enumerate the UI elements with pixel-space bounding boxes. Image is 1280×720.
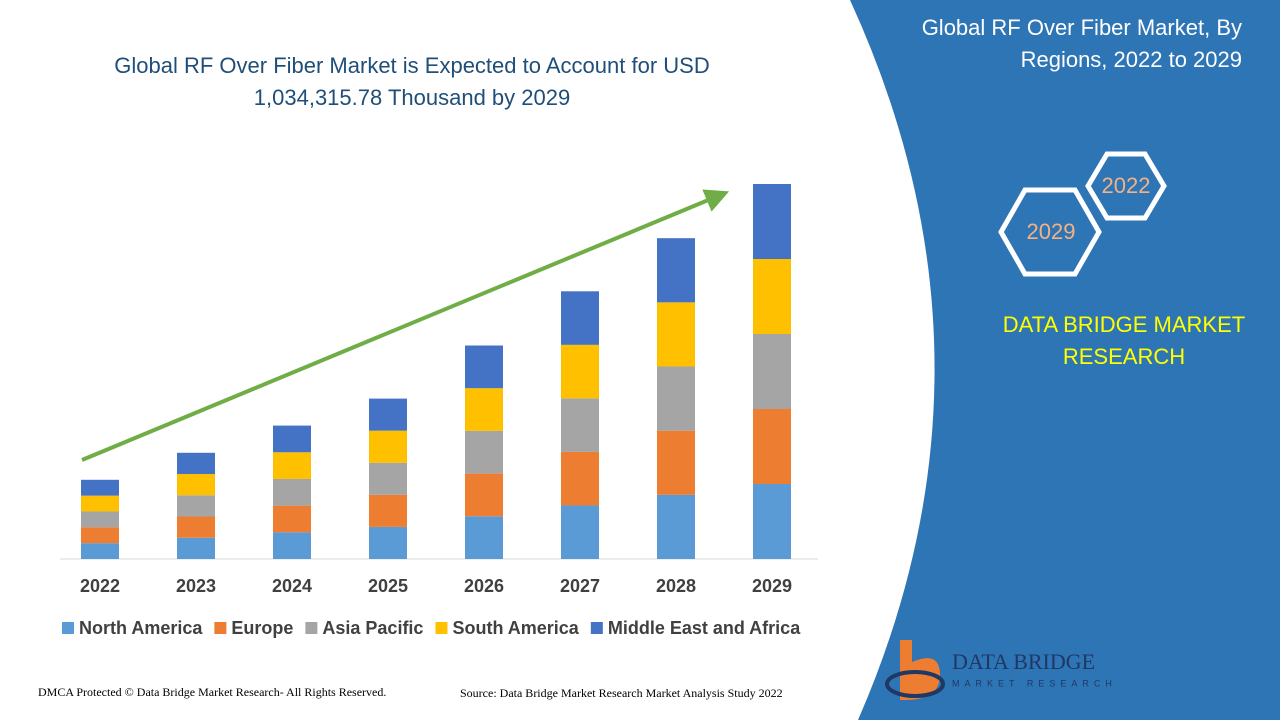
panel-title: Global RF Over Fiber Market, By <box>922 15 1242 40</box>
bar-segment <box>81 495 119 512</box>
bar-segment <box>177 495 215 517</box>
bar-segment <box>177 452 215 475</box>
bar-segment <box>753 184 791 259</box>
bar-segment <box>753 259 791 334</box>
logo-ring <box>885 670 945 698</box>
footer-left: DMCA Protected © Data Bridge Market Rese… <box>38 685 386 699</box>
bar-segment <box>657 430 695 495</box>
logo: DATA BRIDGE MARKET RESEARCH <box>885 640 1117 700</box>
x-tick-label: 2025 <box>368 576 408 596</box>
bar-segment <box>81 527 119 544</box>
bar-segment <box>369 398 407 431</box>
bar-segment <box>753 409 791 484</box>
bar-segment <box>273 452 311 479</box>
bar-segment <box>369 430 407 463</box>
bar-segment <box>273 505 311 533</box>
bar-segment <box>561 344 599 399</box>
panel-title: Regions, 2022 to 2029 <box>1021 47 1242 72</box>
bar-segment <box>273 478 311 506</box>
logo-text: DATA BRIDGE <box>952 649 1095 674</box>
legend-swatch <box>62 622 74 634</box>
bar-segment <box>81 479 119 496</box>
bar-segment <box>465 430 503 474</box>
x-tick-label: 2027 <box>560 576 600 596</box>
bar-segment <box>177 516 215 538</box>
bar-segment <box>369 462 407 495</box>
bar-segment <box>369 526 407 559</box>
bar-segment <box>561 291 599 345</box>
chart-title: 1,034,315.78 Thousand by 2029 <box>254 85 570 110</box>
legend-label: Middle East and Africa <box>608 618 801 638</box>
bar-segment <box>81 543 119 559</box>
legend-swatch <box>590 622 603 634</box>
x-tick-label: 2026 <box>464 576 504 596</box>
legend-label: Europe <box>231 618 293 638</box>
footer-right: Source: Data Bridge Market Research Mark… <box>460 686 783 700</box>
trend-arrow <box>81 189 730 462</box>
x-tick-label: 2028 <box>656 576 696 596</box>
bar-segment <box>177 474 215 496</box>
bar-segment <box>561 398 599 452</box>
logo-subtext: MARKET RESEARCH <box>952 678 1117 688</box>
legend-label: South America <box>452 618 579 638</box>
bar-segment <box>657 366 695 431</box>
brand-text: DATA BRIDGE MARKET <box>1003 312 1245 337</box>
legend-label: North America <box>79 618 203 638</box>
hexagon <box>1085 151 1167 221</box>
legend-swatch <box>435 622 448 634</box>
bar-segment <box>177 537 215 559</box>
bar-segment <box>657 302 695 367</box>
bar-segment <box>657 238 695 303</box>
bar-segment <box>465 345 503 389</box>
hexagon <box>998 187 1102 277</box>
bar-segment <box>81 511 119 528</box>
bar-segment <box>561 451 599 506</box>
hex-label: 2022 <box>1102 173 1151 198</box>
legend-label: Asia Pacific <box>322 618 423 638</box>
bar-segment <box>273 532 311 559</box>
legend-swatch <box>305 622 318 634</box>
bar-segment <box>273 425 311 453</box>
x-tick-label: 2029 <box>752 576 792 596</box>
chart-title: Global RF Over Fiber Market is Expected … <box>114 53 709 78</box>
bar-segment <box>561 505 599 559</box>
bar-segment <box>753 334 791 409</box>
side-panel <box>850 0 1280 720</box>
bar-segment <box>753 484 791 559</box>
hex-label: 2029 <box>1027 219 1076 244</box>
brand-text: RESEARCH <box>1063 344 1185 369</box>
bar-segment <box>657 494 695 559</box>
x-tick-label: 2024 <box>272 576 312 596</box>
legend-swatch <box>214 622 227 634</box>
x-tick-label: 2022 <box>80 576 120 596</box>
bar-segment <box>465 473 503 517</box>
bar-segment <box>369 494 407 527</box>
bar-segment <box>465 516 503 559</box>
x-tick-label: 2023 <box>176 576 216 596</box>
logo-mark <box>900 640 940 700</box>
bar-segment <box>465 388 503 431</box>
